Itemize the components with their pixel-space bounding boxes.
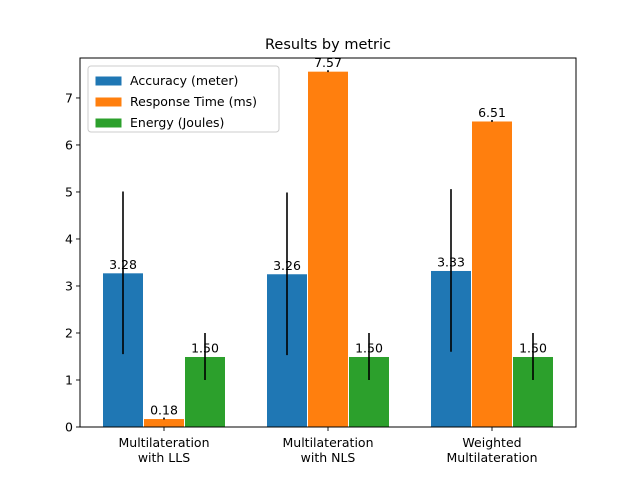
data-label: 1.50 xyxy=(519,340,547,355)
y-tick-label: 2 xyxy=(65,325,73,340)
chart-title: Results by metric xyxy=(265,37,391,53)
y-tick-label: 1 xyxy=(65,372,73,387)
data-label: 7.57 xyxy=(314,55,342,70)
x-tick-label: Weighted xyxy=(462,435,521,450)
x-tick-label: with LLS xyxy=(138,450,190,465)
data-label: 3.33 xyxy=(437,254,465,269)
y-tick-label: 7 xyxy=(65,90,73,105)
legend-swatch xyxy=(94,117,123,129)
plot-area: 0 1 2 3 4 5 6 7 3.28 3.26 3.33 0.18 7.57 6.51 1.50 1.50… xyxy=(65,55,577,465)
x-tick-label: Multilateration xyxy=(282,435,373,450)
legend-label: Response Time (ms) xyxy=(130,94,257,109)
legend-box xyxy=(87,65,280,133)
legend-swatch xyxy=(94,75,123,87)
y-tick-label: 3 xyxy=(65,278,73,293)
x-tick-label: Multilateration xyxy=(118,435,209,450)
y-tick-label: 6 xyxy=(65,137,73,152)
legend-label: Accuracy (meter) xyxy=(130,73,238,88)
legend-label: Energy (Joules) xyxy=(130,115,224,130)
legend-swatch xyxy=(94,96,123,108)
data-label: 0.18 xyxy=(150,403,178,418)
y-tick-label: 5 xyxy=(65,184,73,199)
data-label: 3.26 xyxy=(273,258,301,273)
bar xyxy=(184,355,226,428)
data-label: 1.50 xyxy=(191,340,219,355)
bar xyxy=(307,70,349,428)
data-label: 6.51 xyxy=(478,105,506,120)
x-tick-label: with NLS xyxy=(301,450,356,465)
bar xyxy=(143,418,185,428)
data-label: 3.28 xyxy=(109,257,137,272)
bar xyxy=(471,120,513,428)
x-tick-label: Multilateration xyxy=(446,450,537,465)
data-label: 1.50 xyxy=(355,340,383,355)
y-tick-label: 0 xyxy=(65,420,73,435)
y-tick-label: 4 xyxy=(65,231,73,246)
